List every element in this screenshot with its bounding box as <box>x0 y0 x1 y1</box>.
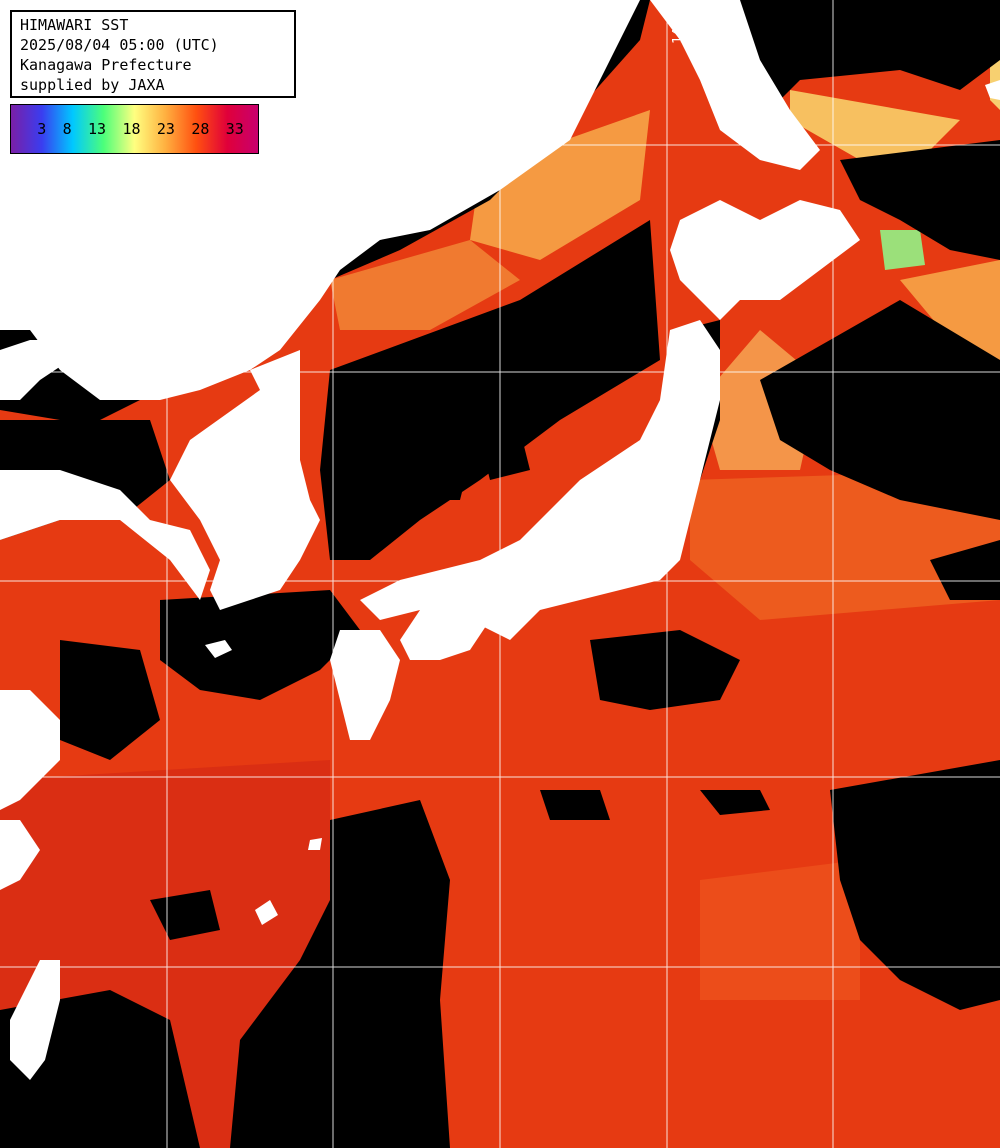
hokkaido <box>670 200 860 320</box>
temperature-colorbar: 3 8 13 18 23 28 33 <box>10 104 259 154</box>
island-1 <box>205 640 232 658</box>
honshu <box>360 320 720 640</box>
sakhalin <box>650 0 820 170</box>
colorbar-tick: 13 <box>88 120 107 138</box>
korean-peninsula <box>170 350 320 610</box>
colorbar-tick: 23 <box>156 120 175 138</box>
prefecture: Kanagawa Prefecture <box>20 56 192 74</box>
colorbar-tick: 8 <box>62 120 72 138</box>
russia-land <box>0 0 640 400</box>
taiwan <box>10 960 60 1080</box>
latitude-label-40n: 40N <box>18 352 42 367</box>
latitude-label-30n: 30N <box>18 759 42 774</box>
longitude-label-140e: 140E <box>671 12 686 44</box>
china-coast-east <box>0 690 60 810</box>
colorbar-tick: 28 <box>191 120 210 138</box>
kyushu <box>330 630 400 740</box>
colorbar-tick: 18 <box>122 120 141 138</box>
timestamp: 2025/08/04 05:00 (UTC) <box>20 36 219 54</box>
island-5 <box>985 80 1000 100</box>
map-info-box: HIMAWARI SST 2025/08/04 05:00 (UTC) Kana… <box>10 10 296 98</box>
land-masses <box>0 0 1000 1080</box>
product-title: HIMAWARI SST <box>20 16 129 34</box>
china-coast-north <box>0 470 210 600</box>
island-4 <box>308 838 322 850</box>
island-3 <box>255 900 278 925</box>
china-coast-south <box>0 820 40 890</box>
island-2 <box>400 128 428 165</box>
colorbar-tick: 33 <box>225 120 244 138</box>
colorbar-tick: 3 <box>37 120 47 138</box>
shikoku <box>400 600 490 660</box>
credit: supplied by JAXA <box>20 76 165 94</box>
